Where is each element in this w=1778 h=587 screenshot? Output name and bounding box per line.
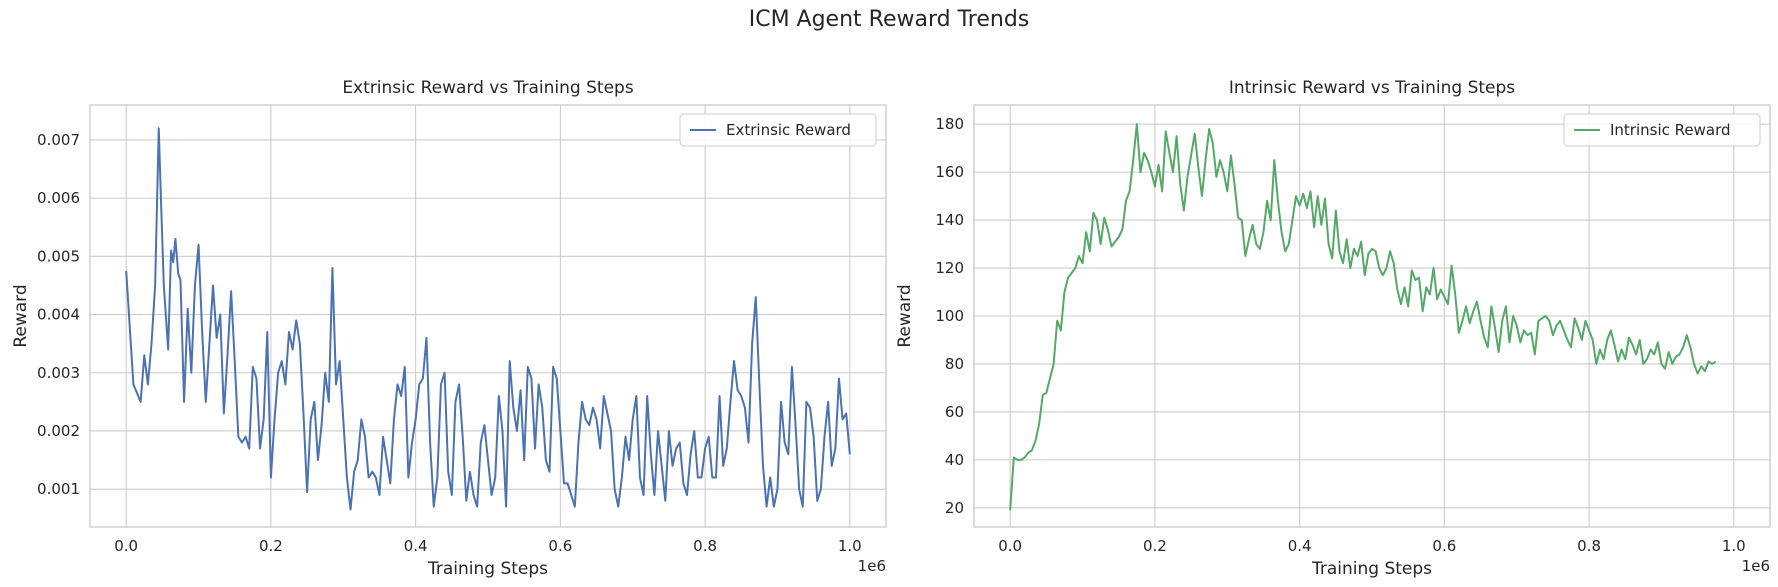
- extrinsic-x-tick-label: 1.0: [838, 537, 862, 555]
- extrinsic-reward-line: [125, 127, 851, 511]
- intrinsic-y-tick-label: 120: [935, 259, 964, 277]
- intrinsic-x-offset-label: 1e6: [1742, 557, 1770, 575]
- intrinsic-y-tick-label: 20: [945, 499, 964, 517]
- extrinsic-x-tick-label: 0.8: [693, 537, 717, 555]
- intrinsic-x-tick-label: 0.4: [1288, 537, 1312, 555]
- intrinsic-y-tick-label: 160: [935, 163, 964, 181]
- extrinsic-y-tick-label: 0.006: [37, 189, 80, 207]
- intrinsic-chart-title: Intrinsic Reward vs Training Steps: [1229, 78, 1515, 98]
- extrinsic-y-tick-label: 0.003: [37, 364, 80, 382]
- extrinsic-x-tick-label: 0.0: [114, 537, 138, 555]
- extrinsic-y-tick-label: 0.004: [37, 306, 80, 324]
- intrinsic-reward-line: [1009, 123, 1717, 511]
- intrinsic-y-tick-label: 140: [935, 211, 964, 229]
- extrinsic-legend-box: [679, 113, 877, 147]
- extrinsic-x-axis-label: Training Steps: [427, 559, 548, 579]
- intrinsic-reward-chart: 0.0 0.2 0.4 0.6 0.8 1.0 20 40 60 80 100 120 140 160 18…: [895, 78, 1771, 579]
- extrinsic-plot-frame: [89, 104, 887, 528]
- intrinsic-y-tick-label: 40: [945, 451, 964, 469]
- intrinsic-x-tick-label: 0.2: [1143, 537, 1167, 555]
- extrinsic-y-axis-label: Reward: [11, 284, 31, 347]
- intrinsic-y-tick-label: 100: [935, 307, 964, 325]
- extrinsic-y-tick-label: 0.005: [37, 247, 80, 265]
- extrinsic-reward-chart: 0.0 0.2 0.4 0.6 0.8 1.0 0.001 0.002 0.003 0.004 0.…: [11, 78, 887, 579]
- extrinsic-y-tick-label: 0.002: [37, 422, 80, 440]
- intrinsic-y-tick-label: 80: [945, 355, 964, 373]
- extrinsic-legend: Extrinsic Reward: [679, 113, 877, 147]
- extrinsic-x-offset-label: 1e6: [858, 557, 886, 575]
- extrinsic-chart-title: Extrinsic Reward vs Training Steps: [342, 78, 634, 98]
- intrinsic-plot-frame: [973, 104, 1771, 528]
- intrinsic-x-tick-label: 1.0: [1722, 537, 1746, 555]
- intrinsic-x-tick-label: 0.0: [998, 537, 1022, 555]
- intrinsic-y-tick-label: 60: [945, 403, 964, 421]
- intrinsic-x-axis-label: Training Steps: [1311, 559, 1432, 579]
- intrinsic-y-axis-label: Reward: [895, 284, 915, 347]
- figure-title: ICM Agent Reward Trends: [749, 7, 1030, 32]
- extrinsic-x-tick-label: 0.4: [404, 537, 428, 555]
- extrinsic-legend-label: Extrinsic Reward: [726, 121, 851, 139]
- extrinsic-x-tick-label: 0.2: [259, 537, 283, 555]
- intrinsic-legend-box: [1563, 113, 1761, 147]
- intrinsic-legend: Intrinsic Reward: [1563, 113, 1761, 147]
- extrinsic-x-tick-label: 0.6: [548, 537, 572, 555]
- intrinsic-x-tick-label: 0.6: [1432, 537, 1456, 555]
- extrinsic-y-tick-label: 0.007: [37, 131, 80, 149]
- intrinsic-y-tick-label: 180: [935, 115, 964, 133]
- intrinsic-x-tick-label: 0.8: [1577, 537, 1601, 555]
- extrinsic-y-tick-label: 0.001: [37, 480, 80, 498]
- intrinsic-legend-label: Intrinsic Reward: [1610, 121, 1731, 139]
